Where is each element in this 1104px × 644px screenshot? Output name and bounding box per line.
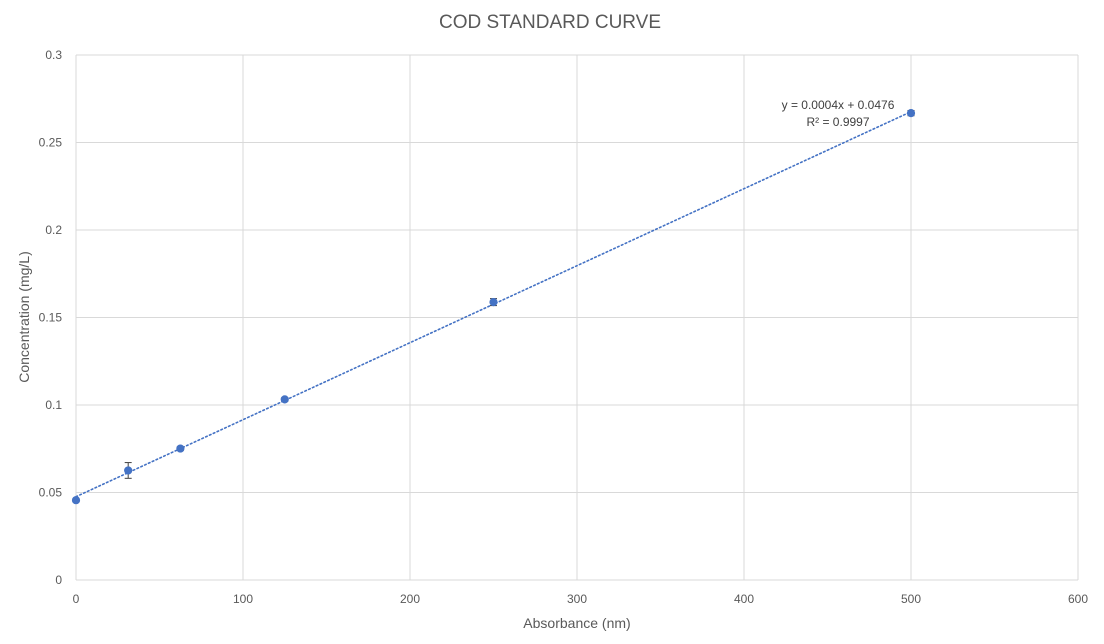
y-tick-label: 0.1 [45,398,62,412]
data-point [489,298,498,307]
x-tick-label: 400 [734,592,754,606]
x-tick-label: 300 [567,592,587,606]
x-tick-label: 500 [901,592,921,606]
data-point [906,108,916,118]
y-axis-label: Concentration (mg/L) [16,251,32,383]
data-point [280,395,289,404]
data-point [124,466,133,475]
chart-title: COD STANDARD CURVE [439,12,661,33]
x-tick-label: 200 [400,592,420,606]
x-axis-label: Absorbance (nm) [523,615,630,631]
data-point [176,444,185,453]
trendline-equation: y = 0.0004x + 0.0476 [782,98,895,112]
trendline-r-squared: R² = 0.9997 [806,115,869,129]
y-tick-label: 0.05 [39,486,63,500]
tick-labels: 0 0.05 0.1 0.15 0.2 0.25 0.3 0 100 200 300 400 500 60… [39,48,1089,606]
data-points [71,108,916,505]
x-tick-label: 100 [233,592,253,606]
gridlines [75,54,1079,581]
data-point [71,496,81,505]
y-tick-label: 0.15 [39,311,63,325]
y-tick-label: 0.25 [39,136,63,150]
y-tick-label: 0.2 [45,223,62,237]
x-tick-label: 600 [1068,592,1088,606]
y-tick-label: 0.3 [45,48,62,62]
y-tick-label: 0 [55,573,62,587]
x-tick-label: 0 [73,592,80,606]
